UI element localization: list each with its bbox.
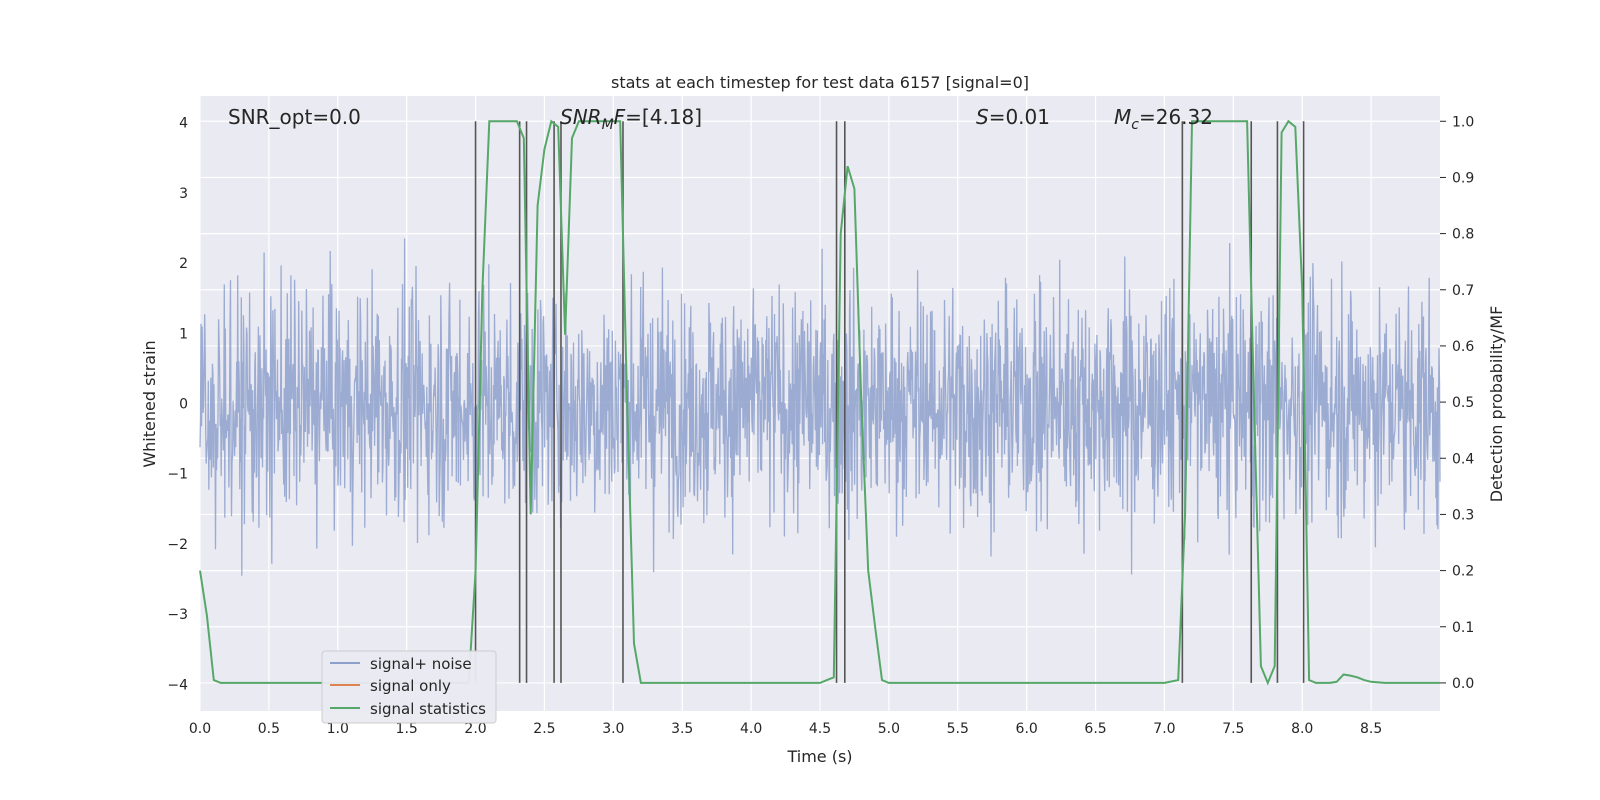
y-axis-label-left: Whitened strain (140, 340, 159, 467)
x-tick-label: 6.5 (1084, 721, 1106, 737)
x-tick-label: 1.0 (327, 721, 349, 737)
legend-label-signal-only: signal only (370, 677, 451, 695)
x-tick-label: 4.0 (740, 721, 762, 737)
y-left-tick-label: −4 (167, 677, 188, 693)
y-left-tick-label: −3 (167, 607, 188, 623)
annotation-snr-mf: SNRMF=[4.18] (560, 105, 702, 133)
x-tick-label: 5.0 (878, 721, 900, 737)
x-tick-label: 8.5 (1360, 721, 1382, 737)
y-right-tick-label: 0.0 (1452, 676, 1474, 692)
x-tick-label: 2.5 (533, 721, 555, 737)
y-axis-label-right: Detection probability/MF (1487, 306, 1506, 503)
x-tick-labels: 0.0 0.5 1.0 1.5 2.0 2.5 3.0 3.5 4.0 4.5 5.0 5.5 6.0 6… (189, 721, 1382, 737)
y-right-tick-label: 0.8 (1452, 227, 1474, 243)
x-tick-label: 0.0 (189, 721, 211, 737)
x-tick-label: 8.0 (1291, 721, 1313, 737)
x-tick-label: 7.0 (1153, 721, 1175, 737)
y-right-tick-label: 0.9 (1452, 170, 1474, 186)
y-left-tick-label: 4 (179, 116, 188, 132)
x-tick-label: 2.0 (464, 721, 486, 737)
y-left-tick-label: 1 (179, 326, 188, 342)
y-left-tick-label: 3 (179, 186, 188, 202)
x-axis-label: Time (s) (786, 747, 852, 766)
x-tick-label: 0.5 (258, 721, 280, 737)
y-right-tick-label: 0.7 (1452, 283, 1474, 299)
x-tick-label: 1.5 (396, 721, 418, 737)
x-tick-label: 3.5 (671, 721, 693, 737)
noise-trace (199, 238, 1441, 576)
chart-title: stats at each timestep for test data 615… (611, 73, 1029, 92)
x-tick-label: 3.0 (602, 721, 624, 737)
y-left-tick-label: −2 (167, 537, 188, 553)
y-left-tick-labels: −4 −3 −2 −1 0 1 2 3 4 (167, 116, 188, 694)
series-signal-plus-noise (199, 238, 1441, 576)
annotation-mc: Mc=26.32 (1114, 105, 1213, 133)
y-right-tick-label: 1.0 (1452, 114, 1474, 130)
y-right-tick-labels: 0.0 0.1 0.2 0.3 0.4 0.5 0.6 0.7 0.8 0.9 1.0 (1440, 114, 1474, 692)
x-tick-label: 4.5 (809, 721, 831, 737)
legend-label-signal-plus-noise: signal+ noise (370, 655, 472, 673)
series-signal-statistics (199, 119, 1440, 686)
y-right-tick-label: 0.3 (1452, 507, 1474, 523)
y-left-tick-label: 0 (179, 397, 188, 413)
y-right-tick-label: 0.4 (1452, 451, 1474, 467)
x-tick-label: 7.5 (1222, 721, 1244, 737)
y-right-tick-label: 0.6 (1452, 339, 1474, 355)
y-right-tick-label: 0.5 (1452, 395, 1474, 411)
annotation-s: S=0.01 (976, 105, 1050, 129)
y-left-tick-label: 2 (179, 256, 188, 272)
statistics-line (199, 119, 1440, 686)
y-left-tick-label: −1 (167, 467, 188, 483)
x-tick-label: 5.5 (947, 721, 969, 737)
legend: signal+ noise signal only signal statist… (321, 650, 497, 724)
legend-label-signal-statistics: signal statistics (370, 700, 486, 718)
x-tick-label: 6.0 (1016, 721, 1038, 737)
y-right-tick-label: 0.1 (1452, 620, 1474, 636)
y-right-tick-label: 0.2 (1452, 564, 1474, 580)
annotation-snr-opt: SNR_opt=0.0 (228, 105, 361, 129)
